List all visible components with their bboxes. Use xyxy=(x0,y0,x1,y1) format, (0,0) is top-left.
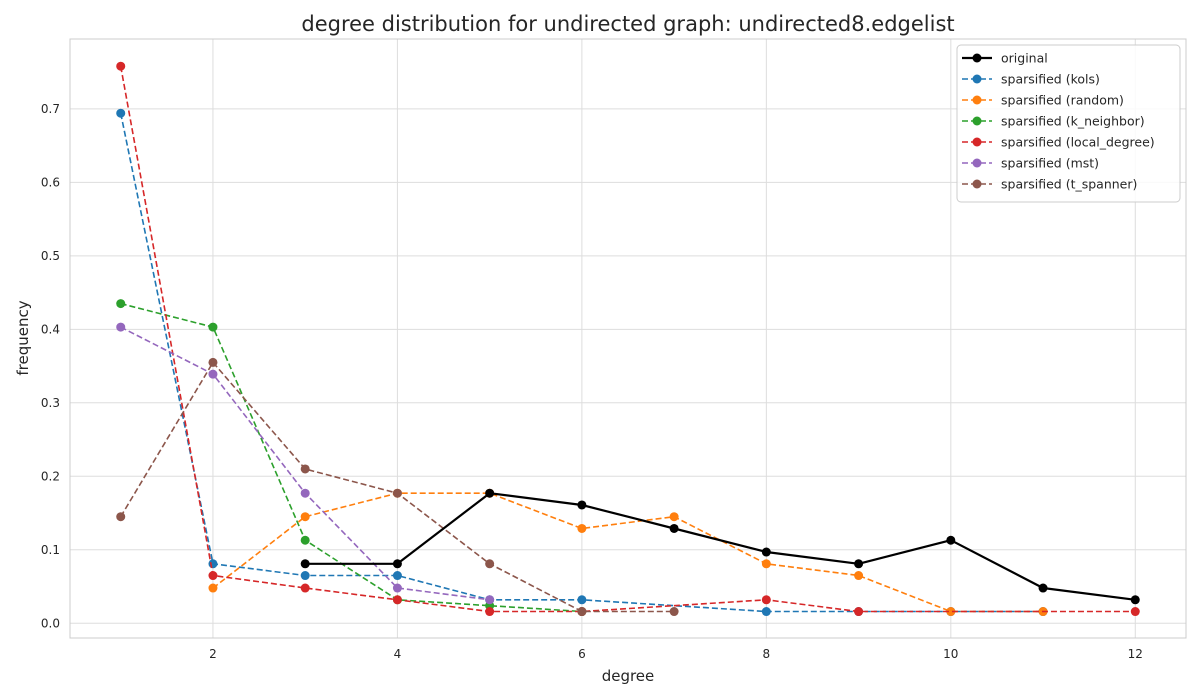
legend-box xyxy=(956,44,1181,203)
x-tick-label: 8 xyxy=(763,647,771,661)
data-point xyxy=(300,512,310,522)
y-tick-label: 0.0 xyxy=(41,616,60,630)
data-point xyxy=(669,523,679,533)
x-tick-label: 4 xyxy=(394,647,402,661)
x-tick-label: 12 xyxy=(1128,647,1143,661)
legend-marker xyxy=(972,53,982,63)
data-point xyxy=(854,571,864,581)
data-point xyxy=(208,322,218,332)
legend-marker xyxy=(972,74,982,84)
legend-item: sparsified (k_neighbor) xyxy=(962,114,1145,129)
series-sparsified-mst xyxy=(116,322,495,605)
data-point xyxy=(116,108,126,118)
data-point xyxy=(485,559,495,569)
series-line xyxy=(119,113,1043,613)
series-original xyxy=(300,488,1140,605)
data-point xyxy=(485,488,495,498)
x-tick-label: 2 xyxy=(209,647,217,661)
data-point xyxy=(208,369,218,379)
data-point xyxy=(761,547,771,557)
data-point xyxy=(1038,583,1048,593)
legend-item: sparsified (kols) xyxy=(962,72,1100,87)
data-point xyxy=(854,607,864,617)
data-point xyxy=(208,559,218,569)
data-point xyxy=(577,500,587,510)
data-point xyxy=(392,559,402,569)
data-point xyxy=(485,607,495,617)
data-point xyxy=(300,559,310,569)
data-point xyxy=(300,571,310,581)
y-tick-label: 0.1 xyxy=(41,543,60,557)
y-axis-label: frequency xyxy=(14,300,32,375)
data-point xyxy=(300,535,310,545)
legend-label: sparsified (k_neighbor) xyxy=(1001,114,1145,129)
legend-item: sparsified (mst) xyxy=(962,156,1099,171)
data-point xyxy=(577,595,587,605)
y-tick-label: 0.3 xyxy=(41,396,60,410)
x-tick-label: 10 xyxy=(943,647,958,661)
y-tick-label: 0.7 xyxy=(41,102,60,116)
data-point xyxy=(208,357,218,367)
data-point xyxy=(854,559,864,569)
data-point xyxy=(392,595,402,605)
legend-label: sparsified (kols) xyxy=(1001,72,1100,87)
legend-item: sparsified (local_degree) xyxy=(962,135,1155,150)
data-point xyxy=(1130,607,1140,617)
data-point xyxy=(116,61,126,71)
data-point xyxy=(485,595,495,605)
x-tick-label: 6 xyxy=(578,647,586,661)
legend-label: sparsified (t_spanner) xyxy=(1001,177,1137,192)
data-point xyxy=(669,512,679,522)
data-point xyxy=(761,595,771,605)
legend-marker xyxy=(972,95,982,105)
x-axis-label: degree xyxy=(602,667,655,685)
series-line xyxy=(212,492,1043,613)
y-tick-label: 0.6 xyxy=(41,175,60,189)
data-point xyxy=(761,607,771,617)
plot-frame xyxy=(69,38,1187,639)
data-point xyxy=(208,571,218,581)
legend-marker xyxy=(972,179,982,189)
legend-marker xyxy=(972,116,982,126)
y-tick-label: 0.2 xyxy=(41,469,60,483)
data-point xyxy=(1130,595,1140,605)
data-point xyxy=(300,583,310,593)
data-point xyxy=(577,523,587,533)
data-point xyxy=(116,512,126,522)
series-line xyxy=(120,302,582,613)
data-point xyxy=(761,559,771,569)
legend-item: sparsified (t_spanner) xyxy=(962,177,1137,192)
chart-title: degree distribution for undirected graph… xyxy=(301,12,954,36)
legend-item: original xyxy=(962,51,1048,66)
data-point xyxy=(946,535,956,545)
data-point xyxy=(669,607,679,617)
legend: original sparsified (kols) sparsified (ran… xyxy=(956,44,1181,203)
legend-item: sparsified (random) xyxy=(962,93,1124,108)
series-line xyxy=(305,492,1136,601)
legend-marker xyxy=(972,137,982,147)
legend-marker xyxy=(972,158,982,168)
y-tick-label: 0.4 xyxy=(41,322,60,336)
legend-label: sparsified (random) xyxy=(1001,93,1124,108)
data-point xyxy=(116,299,126,309)
legend-label: sparsified (mst) xyxy=(1001,156,1099,171)
data-point xyxy=(392,571,402,581)
data-point xyxy=(392,583,402,593)
data-point xyxy=(300,488,310,498)
data-point xyxy=(208,583,218,593)
legend-label: sparsified (local_degree) xyxy=(1001,135,1155,150)
legend-label: original xyxy=(1001,51,1048,66)
data-point xyxy=(577,607,587,617)
series-sparsified-t-spanner xyxy=(116,357,679,617)
data-point xyxy=(116,322,126,332)
data-point xyxy=(946,607,956,617)
data-point xyxy=(392,488,402,498)
y-tick-label: 0.5 xyxy=(41,249,60,263)
data-point xyxy=(300,464,310,474)
